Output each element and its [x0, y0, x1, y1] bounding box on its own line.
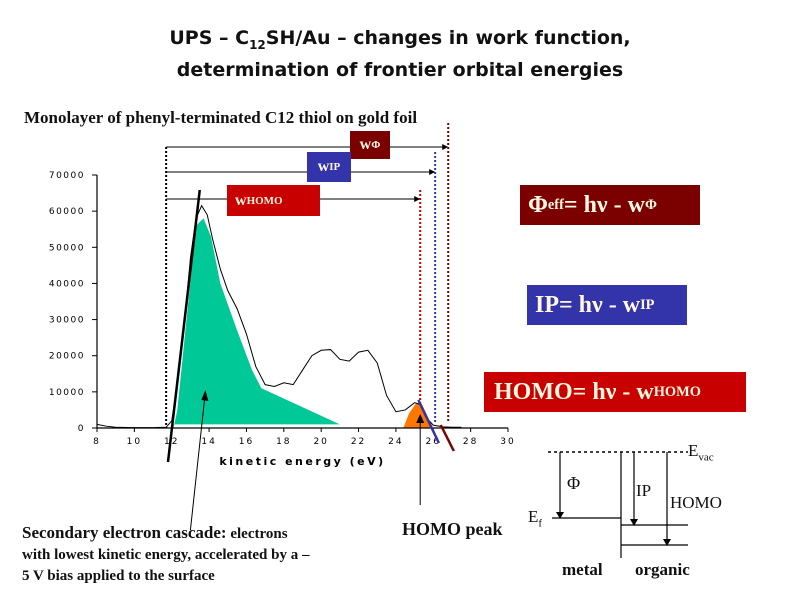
- x-tick-label: 8: [93, 437, 101, 447]
- y-tick-label: 20000: [49, 352, 85, 362]
- secondary-edge-fit-line: [166, 189, 201, 463]
- phi-arrowhead: [556, 512, 564, 519]
- secondary-pointer-line: [189, 391, 206, 531]
- secondary-cascade-fill: [173, 218, 340, 428]
- homo-equation: HOMO = hν - w HOMO: [484, 372, 746, 412]
- e-f-label: Ef: [528, 507, 543, 530]
- x-tick-label: 14: [201, 437, 216, 447]
- fermi-edge-fit-line: [439, 424, 455, 452]
- x-tick-label: 20: [313, 437, 328, 447]
- title-line-2: determination of frontier orbital energi…: [176, 58, 624, 81]
- pointer-arrowhead: [416, 414, 425, 423]
- chart-title: Monolayer of phenyl-terminated C12 thiol…: [24, 108, 418, 127]
- title-line-1: UPS – C12SH/Au – changes in work functio…: [169, 27, 631, 52]
- e-vac-label: Evac: [688, 441, 714, 464]
- y-tick-label: 70000: [49, 171, 85, 181]
- homo-peak-caption: HOMO peak: [402, 519, 503, 539]
- x-tick-label: 24: [388, 437, 403, 447]
- y-tick-label: 40000: [49, 279, 85, 289]
- y-tick-label: 10000: [49, 388, 85, 398]
- ip-label: IP: [636, 481, 652, 500]
- arrowhead: [429, 169, 436, 175]
- ip-arrowhead: [630, 519, 638, 526]
- x-tick-label: 10: [127, 437, 142, 447]
- arrowhead: [442, 144, 449, 150]
- y-tick-label: 30000: [49, 316, 85, 326]
- y-tick-label: 50000: [49, 243, 85, 253]
- x-tick-label: 18: [276, 437, 291, 447]
- x-tick-label: 28: [463, 437, 478, 447]
- ip-equation: IP = hν - w IP: [527, 285, 687, 325]
- spectrum-line: [96, 204, 462, 429]
- x-axis-label: kinetic energy (eV): [219, 455, 385, 468]
- secondary-cascade-caption: Secondary electron cascade: electrons wi…: [22, 523, 310, 584]
- metal-label: metal: [562, 560, 603, 579]
- w-ip-label: w IP: [307, 152, 351, 182]
- arrowhead: [414, 196, 421, 202]
- homo-edge-fit-line: [417, 399, 441, 444]
- x-tick-label: 26: [426, 437, 441, 447]
- x-tick-label: 16: [239, 437, 254, 447]
- energy-diagram: [548, 451, 688, 558]
- homo-arrowhead: [663, 539, 671, 546]
- y-tick-label: 0: [78, 424, 85, 434]
- slide-title: UPS – C12SH/Au – changes in work functio…: [0, 26, 800, 83]
- organic-label: organic: [635, 560, 690, 579]
- pointer-arrowhead: [201, 390, 209, 401]
- homo-peak-fill: [403, 402, 434, 428]
- plot-area: 8 10 12 14 16 18 20 22 24 26 28 3001000020000300004…: [49, 123, 515, 531]
- y-tick-label: 60000: [49, 207, 85, 217]
- w-homo-label: w HOMO: [227, 185, 320, 216]
- x-tick-label: 30: [500, 437, 515, 447]
- phi-label: Φ: [567, 473, 581, 493]
- homo-label: HOMO: [670, 493, 722, 512]
- x-tick-label: 22: [351, 437, 366, 447]
